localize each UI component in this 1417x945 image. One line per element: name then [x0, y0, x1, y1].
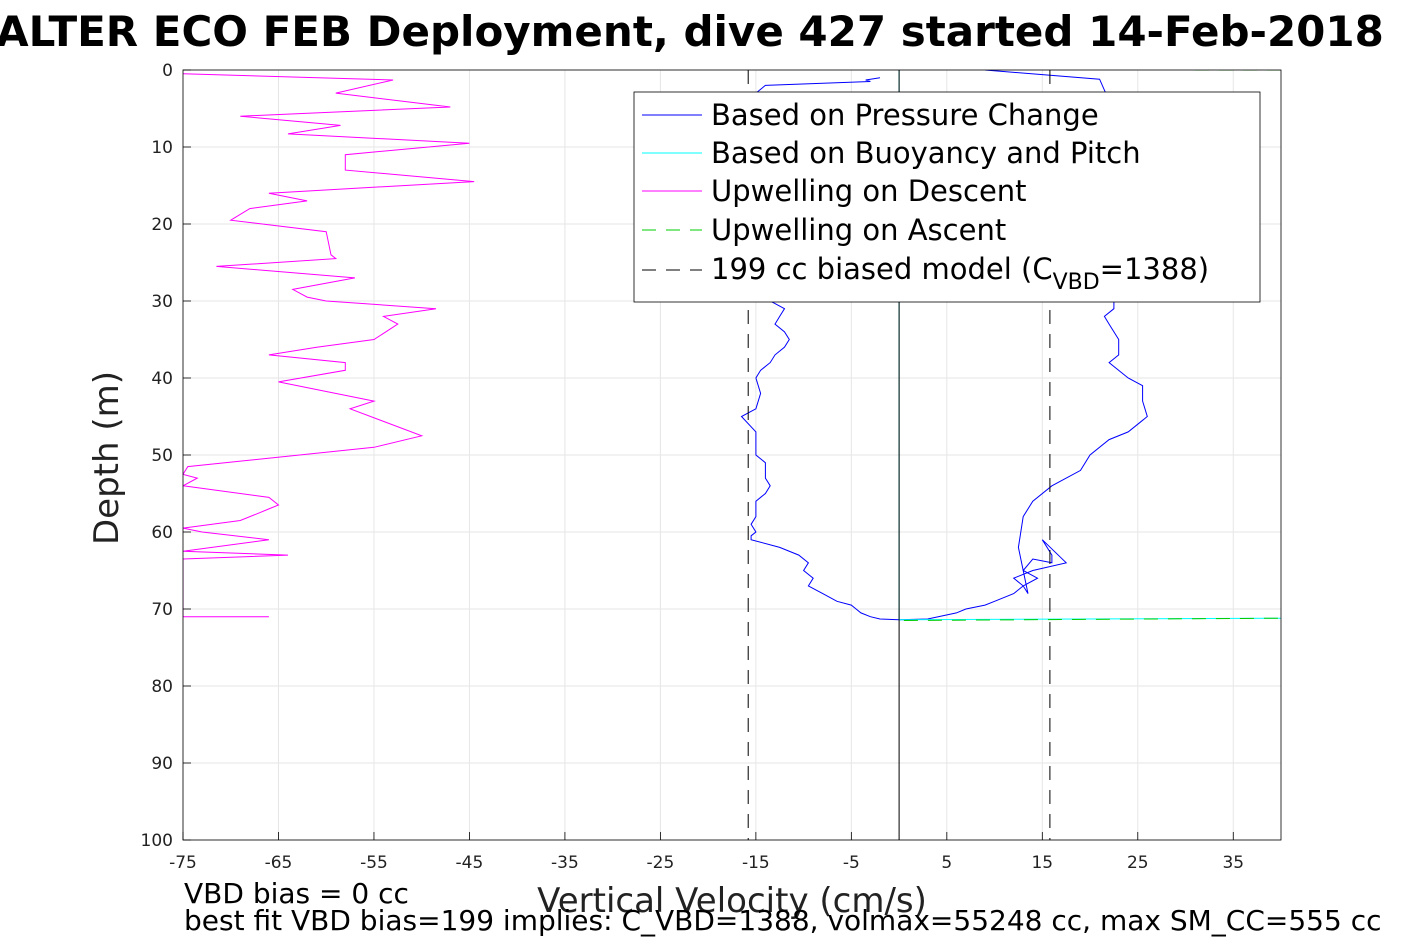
- series-upwelling-on-descent: [183, 73, 475, 618]
- x-tick-label: 15: [1031, 853, 1053, 873]
- legend-model-suffix: =1388): [1100, 252, 1209, 286]
- y-tick-label: 40: [151, 369, 173, 389]
- y-tick-label: 10: [151, 138, 173, 158]
- legend-label-ascent: Upwelling on Ascent: [711, 213, 1006, 247]
- legend: Based on Pressure Change Based on Buoyan…: [633, 91, 1261, 303]
- y-tick-label: 70: [151, 600, 173, 620]
- best-fit-note: best fit VBD bias=199 implies: C_VBD=138…: [184, 904, 1381, 937]
- legend-label-descent: Upwelling on Descent: [711, 174, 1027, 208]
- x-tick-label: 35: [1222, 853, 1244, 873]
- series-upwelling-on-ascent: [903, 617, 1281, 621]
- legend-model-prefix: 199 cc biased model (C: [711, 252, 1053, 286]
- series-based-on-pressure-change: [740, 70, 1148, 621]
- x-axis-ticks: -75 -65 -55 -45 -35 -25 -15 -5 5 15 25 35: [169, 832, 1244, 873]
- y-tick-label: 30: [151, 292, 173, 312]
- chart-title: ALTER ECO FEB Deployment, dive 427 start…: [0, 7, 1384, 56]
- x-tick-label: -15: [742, 853, 770, 873]
- x-tick-label: -55: [360, 853, 388, 873]
- y-tick-label: 90: [151, 754, 173, 774]
- x-tick-label: -35: [551, 853, 579, 873]
- x-tick-label: -25: [647, 853, 675, 873]
- y-tick-label: 80: [151, 677, 173, 697]
- legend-label-pressure: Based on Pressure Change: [711, 98, 1099, 132]
- y-tick-label: 50: [151, 446, 173, 466]
- y-axis-label: Depth (m): [87, 371, 127, 545]
- vbd-bias-note: VBD bias = 0 cc: [184, 877, 409, 910]
- legend-label-model: 199 cc biased model (CVBD=1388): [711, 252, 1209, 295]
- legend-model-subscript: VBD: [1053, 270, 1100, 295]
- legend-label-buoyancy: Based on Buoyancy and Pitch: [711, 136, 1141, 170]
- x-tick-label: 5: [941, 853, 952, 873]
- x-tick-label: -65: [265, 853, 293, 873]
- legend-box: [633, 91, 1261, 303]
- x-tick-label: -45: [456, 853, 484, 873]
- y-tick-label: 60: [151, 523, 173, 543]
- x-tick-label: -75: [169, 853, 197, 873]
- x-tick-label: -5: [843, 853, 860, 873]
- x-tick-label: 25: [1127, 853, 1149, 873]
- y-tick-label: 20: [151, 215, 173, 235]
- y-tick-label: 100: [141, 831, 173, 851]
- y-axis-ticks: 0 10 20 30 40 50 60 70 80 90 100: [141, 61, 191, 851]
- y-tick-label: 0: [162, 61, 173, 81]
- x-axis-label: Vertical Velocity (cm/s): [537, 881, 927, 921]
